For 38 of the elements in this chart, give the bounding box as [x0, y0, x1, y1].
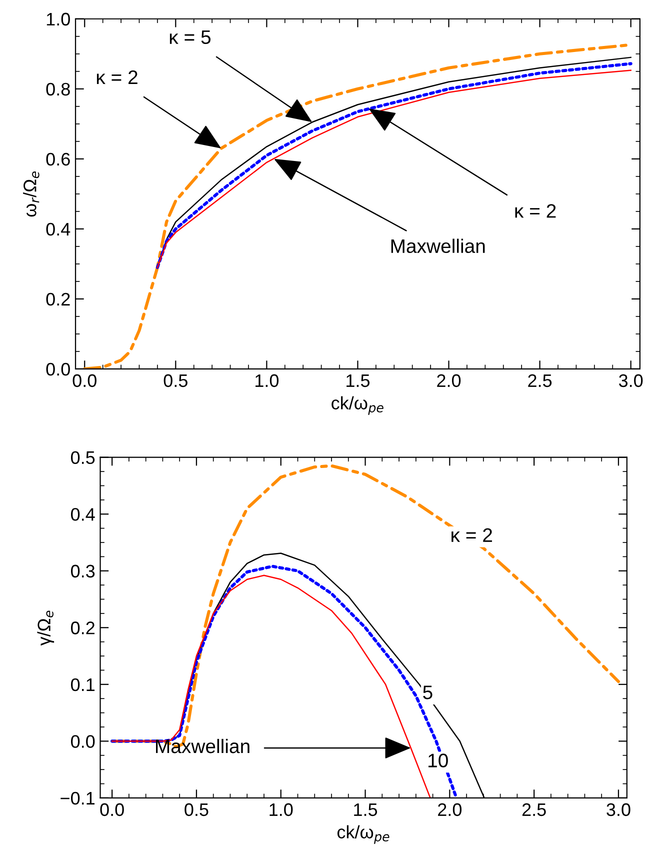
x-axis-title: ck/ω$_{pe}$	[337, 825, 390, 844]
y-tick-label: 0.8	[46, 82, 70, 96]
x-tick-label: 2.0	[438, 803, 462, 816]
y-tick-label: 0.0	[71, 735, 95, 748]
y-tick-label: 0.6	[46, 152, 70, 166]
y-tick-label: 0.5	[71, 451, 95, 464]
y-tick-label: 1.0	[46, 12, 70, 26]
x-axis-title: ck/ω$_{pe}$	[332, 396, 384, 415]
x-tick-label: 2.0	[437, 374, 461, 388]
x-tick-label: 0.5	[164, 374, 188, 388]
y-tick-label: 0.0	[46, 362, 70, 376]
annotation: Maxwellian	[391, 238, 485, 254]
y-tick-label: 0.3	[71, 564, 95, 578]
x-tick-label: 1.0	[256, 374, 279, 388]
x-tick-label: 2.5	[522, 803, 546, 816]
y-tick-label: 0.1	[71, 678, 95, 692]
x-tick-label: 0.5	[184, 803, 208, 816]
x-tick-label: 1.5	[346, 374, 370, 388]
annotation: Maxwellian	[156, 738, 250, 754]
annotation: κ = 2	[96, 70, 138, 84]
x-tick-label: 3.0	[618, 374, 643, 388]
annotation: κ = 2	[452, 528, 492, 542]
y-axis-title: γ/Ω$_{e}$	[37, 610, 54, 646]
y-tick-label: 0.2	[71, 622, 94, 634]
x-tick-label: 1.5	[354, 803, 378, 816]
y-tick-label: −0.1	[60, 792, 95, 805]
y-tick-label: 0.4	[46, 222, 70, 236]
x-tick-label: 1.0	[270, 803, 293, 816]
annotation: κ = 5	[170, 30, 211, 44]
annotation: 5	[423, 686, 432, 700]
y-tick-label: 0.4	[71, 508, 95, 521]
annotation: 10	[428, 754, 448, 768]
annotation: κ = 2	[515, 204, 556, 218]
x-tick-label: 0.0	[100, 803, 124, 816]
x-tick-label: 3.0	[606, 803, 630, 816]
y-axis-title: ω$_{r}$/Ω$_{e}$	[23, 172, 40, 217]
x-tick-label: 2.5	[528, 374, 552, 388]
y-tick-label: 0.2	[46, 292, 70, 306]
